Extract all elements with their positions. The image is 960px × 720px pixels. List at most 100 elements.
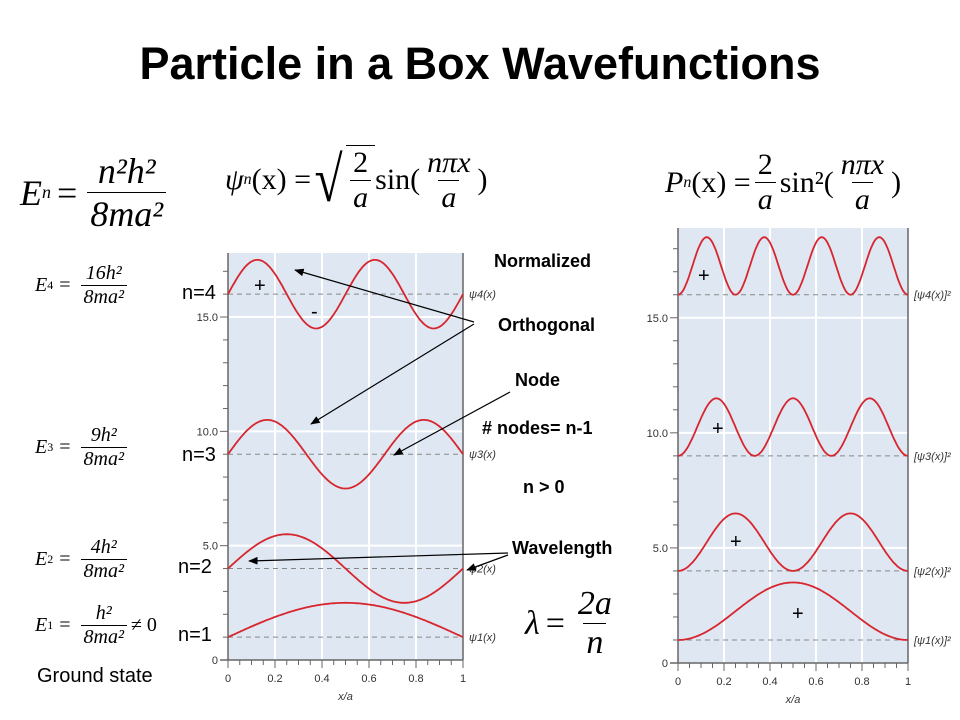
eq-numerator: nπx (840, 148, 885, 181)
plus-sign: + (730, 531, 742, 553)
eq-denominator: a (851, 182, 873, 217)
plus-sign: + (792, 603, 804, 625)
x-tick-label: 0.6 (361, 673, 376, 685)
eq-sub: 3 (47, 440, 54, 454)
eq-sub: n (42, 182, 51, 202)
sign-marks: + - + + + + (254, 265, 804, 625)
x-tick-label: 0.4 (762, 676, 777, 688)
eq-arg: (x) = (691, 165, 751, 199)
x-tick-label: 0.2 (267, 673, 282, 685)
x-tick-label: 0.8 (854, 676, 869, 688)
eq-numerator: h² (95, 602, 112, 624)
eq-numerator: n²h² (97, 151, 156, 191)
eq-numerator: 2 (353, 146, 369, 179)
series-label-n1: [ψ1(x)]² (913, 635, 951, 647)
eq-denominator: n (583, 623, 607, 662)
eq-numerator: 2a (577, 585, 612, 622)
eq-denominator: a (438, 179, 460, 215)
eq-denominator: a (754, 182, 776, 217)
eq-lhs: ψ (225, 163, 244, 196)
eq-denominator: 8ma² (80, 625, 127, 649)
ground-state-label: Ground state (37, 665, 153, 687)
curve-n4 (227, 259, 464, 330)
eq-func: sin( (375, 163, 421, 196)
plot-background (678, 228, 908, 663)
series-label-n4: [ψ4(x)]² (913, 290, 951, 302)
n-label-2: n=2 (178, 556, 212, 578)
series-label-n3: ψ3(x) (469, 449, 496, 461)
orthogonal-arrow-1 (294, 268, 475, 323)
eq-sub: 4 (47, 278, 54, 292)
wavelength-equation: λ = 2a n (525, 585, 619, 662)
eq-denominator: 8ma² (80, 447, 127, 471)
x-tick-label: 1 (905, 676, 911, 688)
x-axis-label: x/a (785, 694, 801, 706)
eq-lhs: E (20, 172, 42, 213)
x-tick-label: 0.4 (314, 673, 329, 685)
eq-lhs: E (35, 436, 48, 458)
curve-n2 (227, 533, 464, 604)
plot-background (228, 253, 463, 660)
x-tick-label: 1 (460, 673, 466, 685)
eq-lhs: P (665, 165, 684, 199)
eq-numerator: 4h² (90, 536, 117, 558)
curve-n3 (227, 419, 464, 490)
y-tick-label: 10.0 (647, 428, 668, 440)
x-tick-label: 0 (675, 676, 681, 688)
x-tick-label: 0.8 (408, 673, 423, 685)
energy-level-3: E 3 = 9h² 8ma² (35, 424, 131, 471)
plus-sign: + (254, 275, 266, 297)
n-label-1: n=1 (178, 624, 212, 646)
annotation-nodes-count: # nodes= n-1 (482, 418, 593, 438)
node-arrow (393, 391, 511, 456)
annotation-orthogonal: Orthogonal (498, 315, 595, 335)
eq-numerator: 2 (757, 148, 773, 181)
annotation-normalized: Normalized (494, 251, 592, 271)
eq-close: ) (891, 165, 902, 199)
y-tick-label: 5.0 (653, 543, 668, 555)
curve-n4 (677, 236, 909, 296)
slide-title: Particle in a Box Wavefunctions (139, 38, 821, 89)
eq-denominator: 8ma² (80, 559, 127, 583)
eq-lhs: E (35, 548, 48, 570)
eq-sub: 2 (47, 552, 54, 566)
annotation-n-positive: n > 0 (523, 477, 565, 497)
eq-lhs: λ (525, 604, 540, 642)
eq-lhs: E (35, 614, 48, 636)
eq-suffix: ≠ 0 (130, 614, 157, 636)
y-tick-label: 15.0 (647, 313, 668, 325)
eq-close: ) (477, 163, 488, 196)
wavefunction-plot: 0 5.0 10.0 15.0 0 0.2 0.4 0.6 0.8 1 x/a ψ1(x) ψ2(x) ψ… (197, 253, 496, 703)
y-tick-label: 0 (212, 655, 218, 667)
x-axis-label: x/a (337, 691, 353, 703)
curve-n1 (227, 601, 464, 638)
x-tick-label: 0 (225, 673, 231, 685)
sqrt-sign: √ 2 a (311, 145, 376, 215)
y-tick-label: 15.0 (197, 312, 218, 324)
eq-numerator: nπx (427, 145, 471, 179)
series-label-n1: ψ1(x) (469, 632, 496, 644)
series-label-n2: ψ2(x) (469, 564, 496, 576)
energy-level-1: E 1 = h² 8ma² ≠ 0 (35, 602, 157, 649)
wavelength-arrow-1 (248, 552, 509, 565)
plus-sign: + (712, 418, 724, 440)
eq-numerator: 9h² (90, 424, 117, 446)
series-label-n3: [ψ3(x)]² (913, 451, 951, 463)
eq-denominator: 8ma² (80, 285, 127, 309)
annotation-wavelength: Wavelength (512, 538, 613, 558)
eq-sub: n (243, 171, 252, 188)
energy-level-2: E 2 = 4h² 8ma² (35, 536, 131, 583)
y-tick-label: 10.0 (197, 426, 218, 438)
curve-n3 (677, 397, 909, 457)
annotation-node: Node (515, 370, 560, 390)
y-tick-label: 0 (662, 658, 668, 670)
series-label-n2: [ψ2(x)]² (913, 566, 951, 578)
orthogonal-arrow-2 (310, 323, 475, 425)
energy-level-4: E 4 = 16h² 8ma² (35, 262, 131, 309)
x-tick-label: 0.6 (808, 676, 823, 688)
series-label-n4: ψ4(x) (469, 289, 496, 301)
